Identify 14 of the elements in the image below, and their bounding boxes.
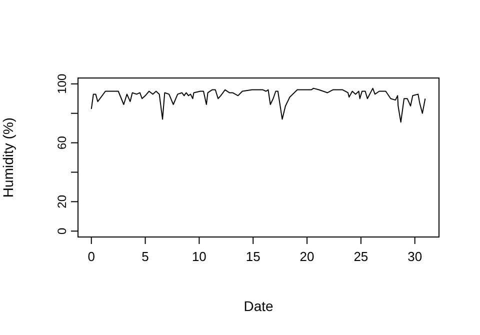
- y-tick-label: 60: [55, 136, 69, 150]
- x-tick-label: 20: [300, 249, 314, 264]
- x-tick-label: 30: [408, 249, 422, 264]
- x-tick-label: 0: [88, 249, 95, 264]
- x-tick-label: 5: [142, 249, 149, 264]
- y-axis-title: Humidity (%): [0, 117, 16, 198]
- y-tick-label: 100: [55, 74, 69, 94]
- y-tick-label: 0: [55, 227, 69, 234]
- x-axis-title: Date: [244, 298, 274, 314]
- y-tick-label: 20: [55, 194, 69, 208]
- x-tick-label: 25: [354, 249, 368, 264]
- line-series: [90, 88, 426, 123]
- x-tick-label: 10: [192, 249, 206, 264]
- x-tick-label: 15: [246, 249, 260, 264]
